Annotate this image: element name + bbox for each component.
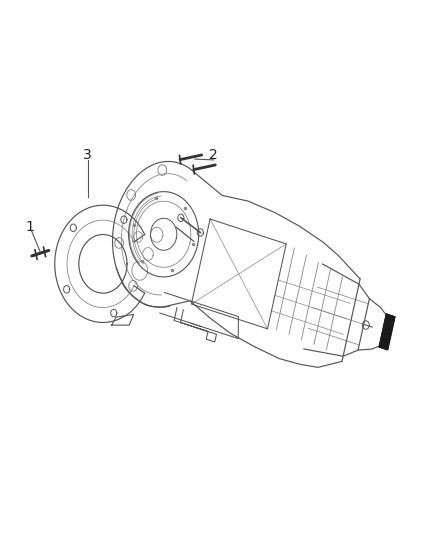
Text: 1: 1 (25, 220, 34, 233)
Text: 2: 2 (209, 148, 218, 161)
Polygon shape (379, 314, 395, 350)
Text: 3: 3 (83, 148, 92, 161)
